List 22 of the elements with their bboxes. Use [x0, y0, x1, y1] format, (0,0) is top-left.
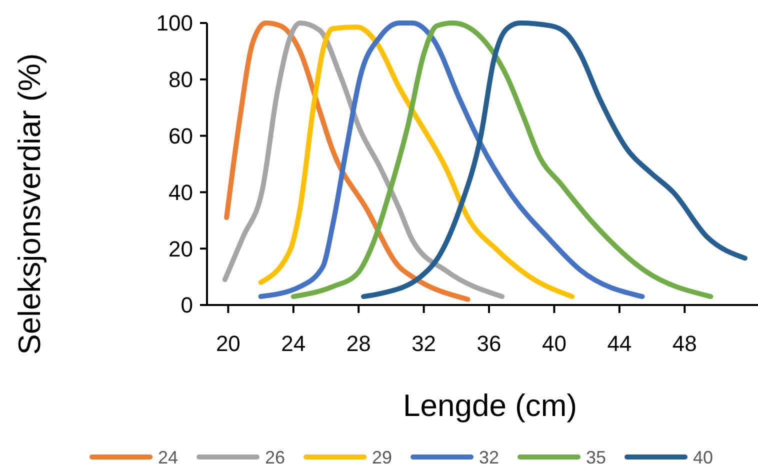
- y-tick-label: 0: [180, 292, 193, 318]
- legend-label: 35: [586, 447, 606, 468]
- x-tick-label: 20: [216, 331, 240, 356]
- x-tick-label: 36: [476, 331, 502, 356]
- x-tick-label: 32: [412, 331, 436, 356]
- x-tick-label: 44: [607, 331, 632, 356]
- legend-label: 40: [693, 447, 714, 468]
- y-tick-label: 40: [168, 180, 193, 205]
- legend-label: 29: [372, 447, 392, 468]
- legend-label: 32: [479, 447, 500, 468]
- x-tick-label: 28: [346, 331, 371, 356]
- legend-label: 26: [265, 447, 286, 468]
- x-tick-label: 40: [542, 331, 566, 356]
- x-axis-title: Lengde (cm): [402, 388, 578, 423]
- x-tick-label: 24: [281, 331, 306, 356]
- y-tick-label: 20: [168, 236, 193, 262]
- y-tick-label: 80: [168, 67, 193, 92]
- y-tick-label: 100: [156, 10, 193, 36]
- y-axis-title: Seleksjonsverdiar (%): [12, 53, 47, 355]
- y-tick-label: 60: [168, 124, 193, 148]
- x-tick-label: 48: [672, 331, 697, 356]
- legend-label: 24: [158, 447, 178, 468]
